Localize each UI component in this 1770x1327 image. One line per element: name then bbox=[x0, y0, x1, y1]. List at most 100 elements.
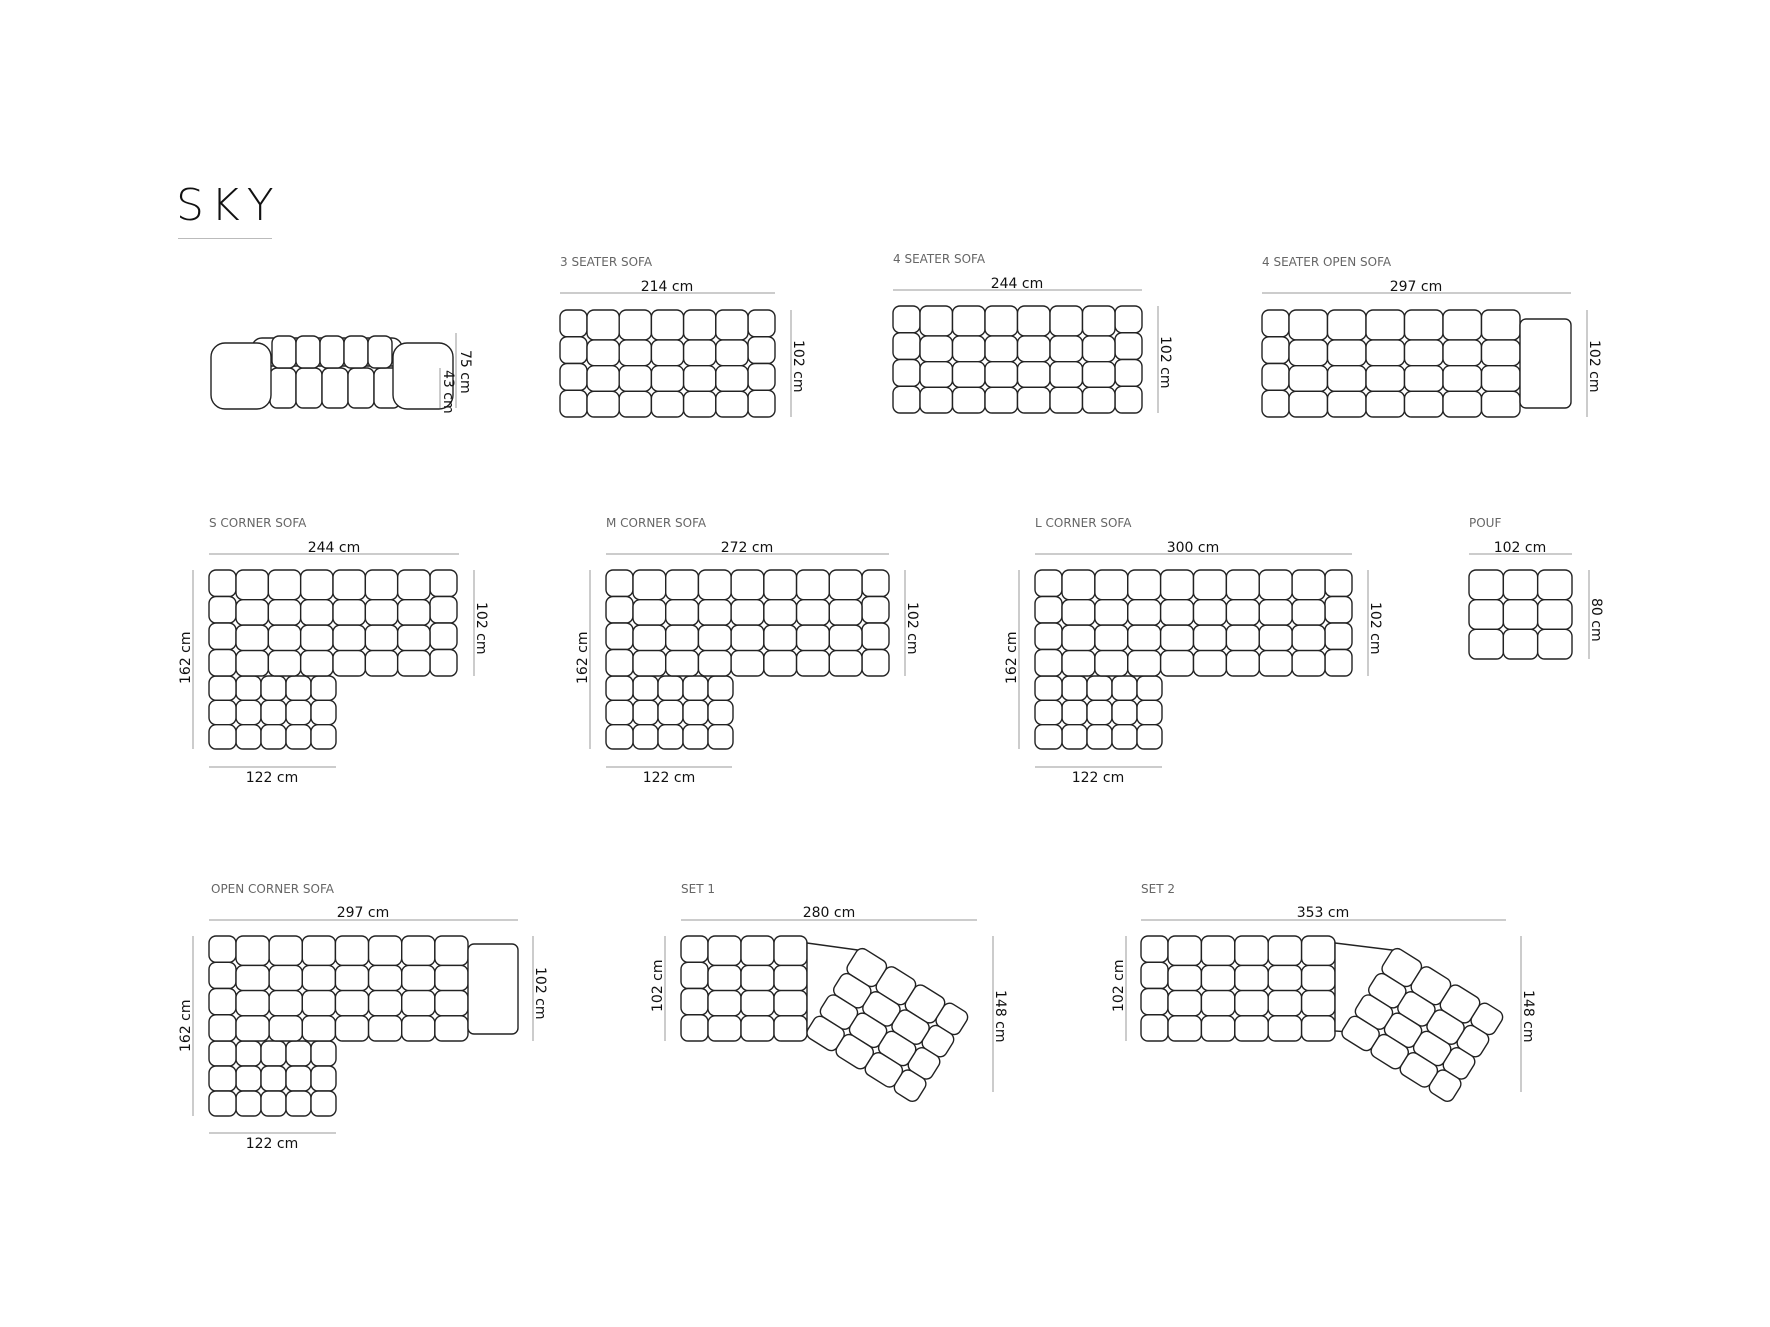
cushion bbox=[680, 1014, 709, 1042]
cushion bbox=[1480, 339, 1521, 367]
cushion bbox=[586, 364, 620, 393]
cushion bbox=[1114, 358, 1143, 387]
cushion bbox=[951, 305, 986, 337]
cushion bbox=[1261, 336, 1290, 365]
cushion bbox=[1159, 598, 1195, 626]
total-depth-text: 148 cm bbox=[1520, 990, 1536, 1043]
cushion bbox=[1326, 364, 1367, 393]
cushion bbox=[208, 569, 237, 598]
item-label: 4 SEATER OPEN SOFA bbox=[1262, 255, 1392, 269]
cushion bbox=[396, 649, 431, 677]
cushion bbox=[1258, 569, 1293, 601]
cushion bbox=[605, 569, 634, 598]
cushion bbox=[1480, 390, 1521, 418]
cushion bbox=[367, 935, 403, 967]
width-text: 244 cm bbox=[991, 276, 1044, 292]
cushion bbox=[429, 648, 458, 677]
leg-width-text: 122 cm bbox=[246, 770, 299, 786]
cushion bbox=[310, 1040, 337, 1067]
cushion bbox=[343, 335, 369, 369]
cushion bbox=[707, 699, 734, 726]
cushion bbox=[861, 569, 890, 598]
cushion bbox=[1034, 648, 1063, 677]
cushion bbox=[665, 598, 700, 626]
cushion bbox=[1192, 569, 1228, 601]
cushion bbox=[1468, 598, 1505, 631]
cushion bbox=[334, 989, 370, 1017]
cushion bbox=[208, 699, 237, 726]
open-corner-sofa: OPEN CORNER SOFA 297 cm 102 cm 162 cm 12… bbox=[178, 882, 548, 1152]
title-divider bbox=[178, 238, 272, 239]
cushion bbox=[892, 385, 921, 414]
cushion bbox=[208, 961, 237, 990]
cushion bbox=[301, 989, 337, 1017]
cushion bbox=[1016, 305, 1051, 337]
cushion bbox=[1324, 569, 1353, 598]
cushion bbox=[235, 1090, 262, 1117]
cushion bbox=[747, 336, 776, 365]
cushion bbox=[1081, 360, 1116, 389]
cushion bbox=[1324, 648, 1353, 677]
item-label: L CORNER SOFA bbox=[1035, 516, 1132, 530]
cushion bbox=[1300, 935, 1336, 967]
cushion bbox=[1016, 360, 1051, 389]
cushion bbox=[773, 1015, 808, 1042]
cushion bbox=[618, 309, 653, 341]
cushion bbox=[1049, 335, 1084, 363]
cushion bbox=[332, 598, 367, 626]
cushion bbox=[1225, 598, 1260, 626]
total-depth-text: 148 cm bbox=[992, 990, 1008, 1043]
cushion bbox=[682, 675, 709, 702]
cushion bbox=[208, 723, 237, 750]
cushion bbox=[332, 649, 367, 677]
cushion bbox=[364, 598, 399, 626]
cushion bbox=[707, 964, 742, 992]
cushion bbox=[268, 964, 303, 992]
cushion bbox=[396, 598, 431, 626]
cushion bbox=[1192, 649, 1228, 677]
cushion bbox=[1081, 305, 1116, 337]
cushion bbox=[1127, 569, 1162, 601]
cushion bbox=[632, 675, 659, 702]
cushion bbox=[618, 390, 653, 418]
cushion bbox=[321, 367, 349, 409]
cushion bbox=[1502, 598, 1539, 631]
width-text: 102 cm bbox=[1494, 540, 1547, 556]
cushion bbox=[1261, 362, 1290, 391]
cushion bbox=[1536, 598, 1573, 631]
cushion bbox=[1061, 598, 1096, 626]
cushion bbox=[267, 649, 302, 677]
cushion bbox=[1258, 624, 1293, 652]
cushion bbox=[1159, 624, 1195, 652]
cushion bbox=[707, 935, 742, 967]
cushion bbox=[235, 1040, 262, 1067]
item-label: M CORNER SOFA bbox=[606, 516, 707, 530]
cushion bbox=[1140, 961, 1169, 990]
cushion bbox=[605, 675, 634, 702]
width-text: 353 cm bbox=[1297, 905, 1350, 921]
cushion bbox=[235, 989, 270, 1017]
cushion bbox=[271, 335, 297, 369]
cushion bbox=[334, 964, 370, 992]
cushion bbox=[1167, 964, 1203, 992]
cushion bbox=[1365, 309, 1406, 341]
cushion bbox=[208, 1040, 237, 1067]
cushion bbox=[1111, 723, 1138, 750]
cushion bbox=[1480, 364, 1521, 393]
cushion bbox=[301, 1015, 337, 1042]
cushion bbox=[235, 935, 270, 967]
cushion bbox=[795, 598, 830, 626]
depth-text: 102 cm bbox=[904, 602, 920, 655]
cushion bbox=[364, 569, 399, 601]
width-text: 244 cm bbox=[308, 540, 361, 556]
total-depth-text: 162 cm bbox=[1004, 631, 1020, 684]
cushion bbox=[235, 569, 270, 601]
cushion bbox=[1442, 390, 1483, 418]
width-text: 297 cm bbox=[337, 905, 390, 921]
cushion bbox=[1403, 364, 1444, 393]
cushion bbox=[665, 624, 700, 652]
depth-text: 102 cm bbox=[790, 340, 806, 393]
cushion bbox=[367, 989, 403, 1017]
cushion bbox=[1140, 1014, 1169, 1042]
cushion bbox=[559, 336, 588, 365]
